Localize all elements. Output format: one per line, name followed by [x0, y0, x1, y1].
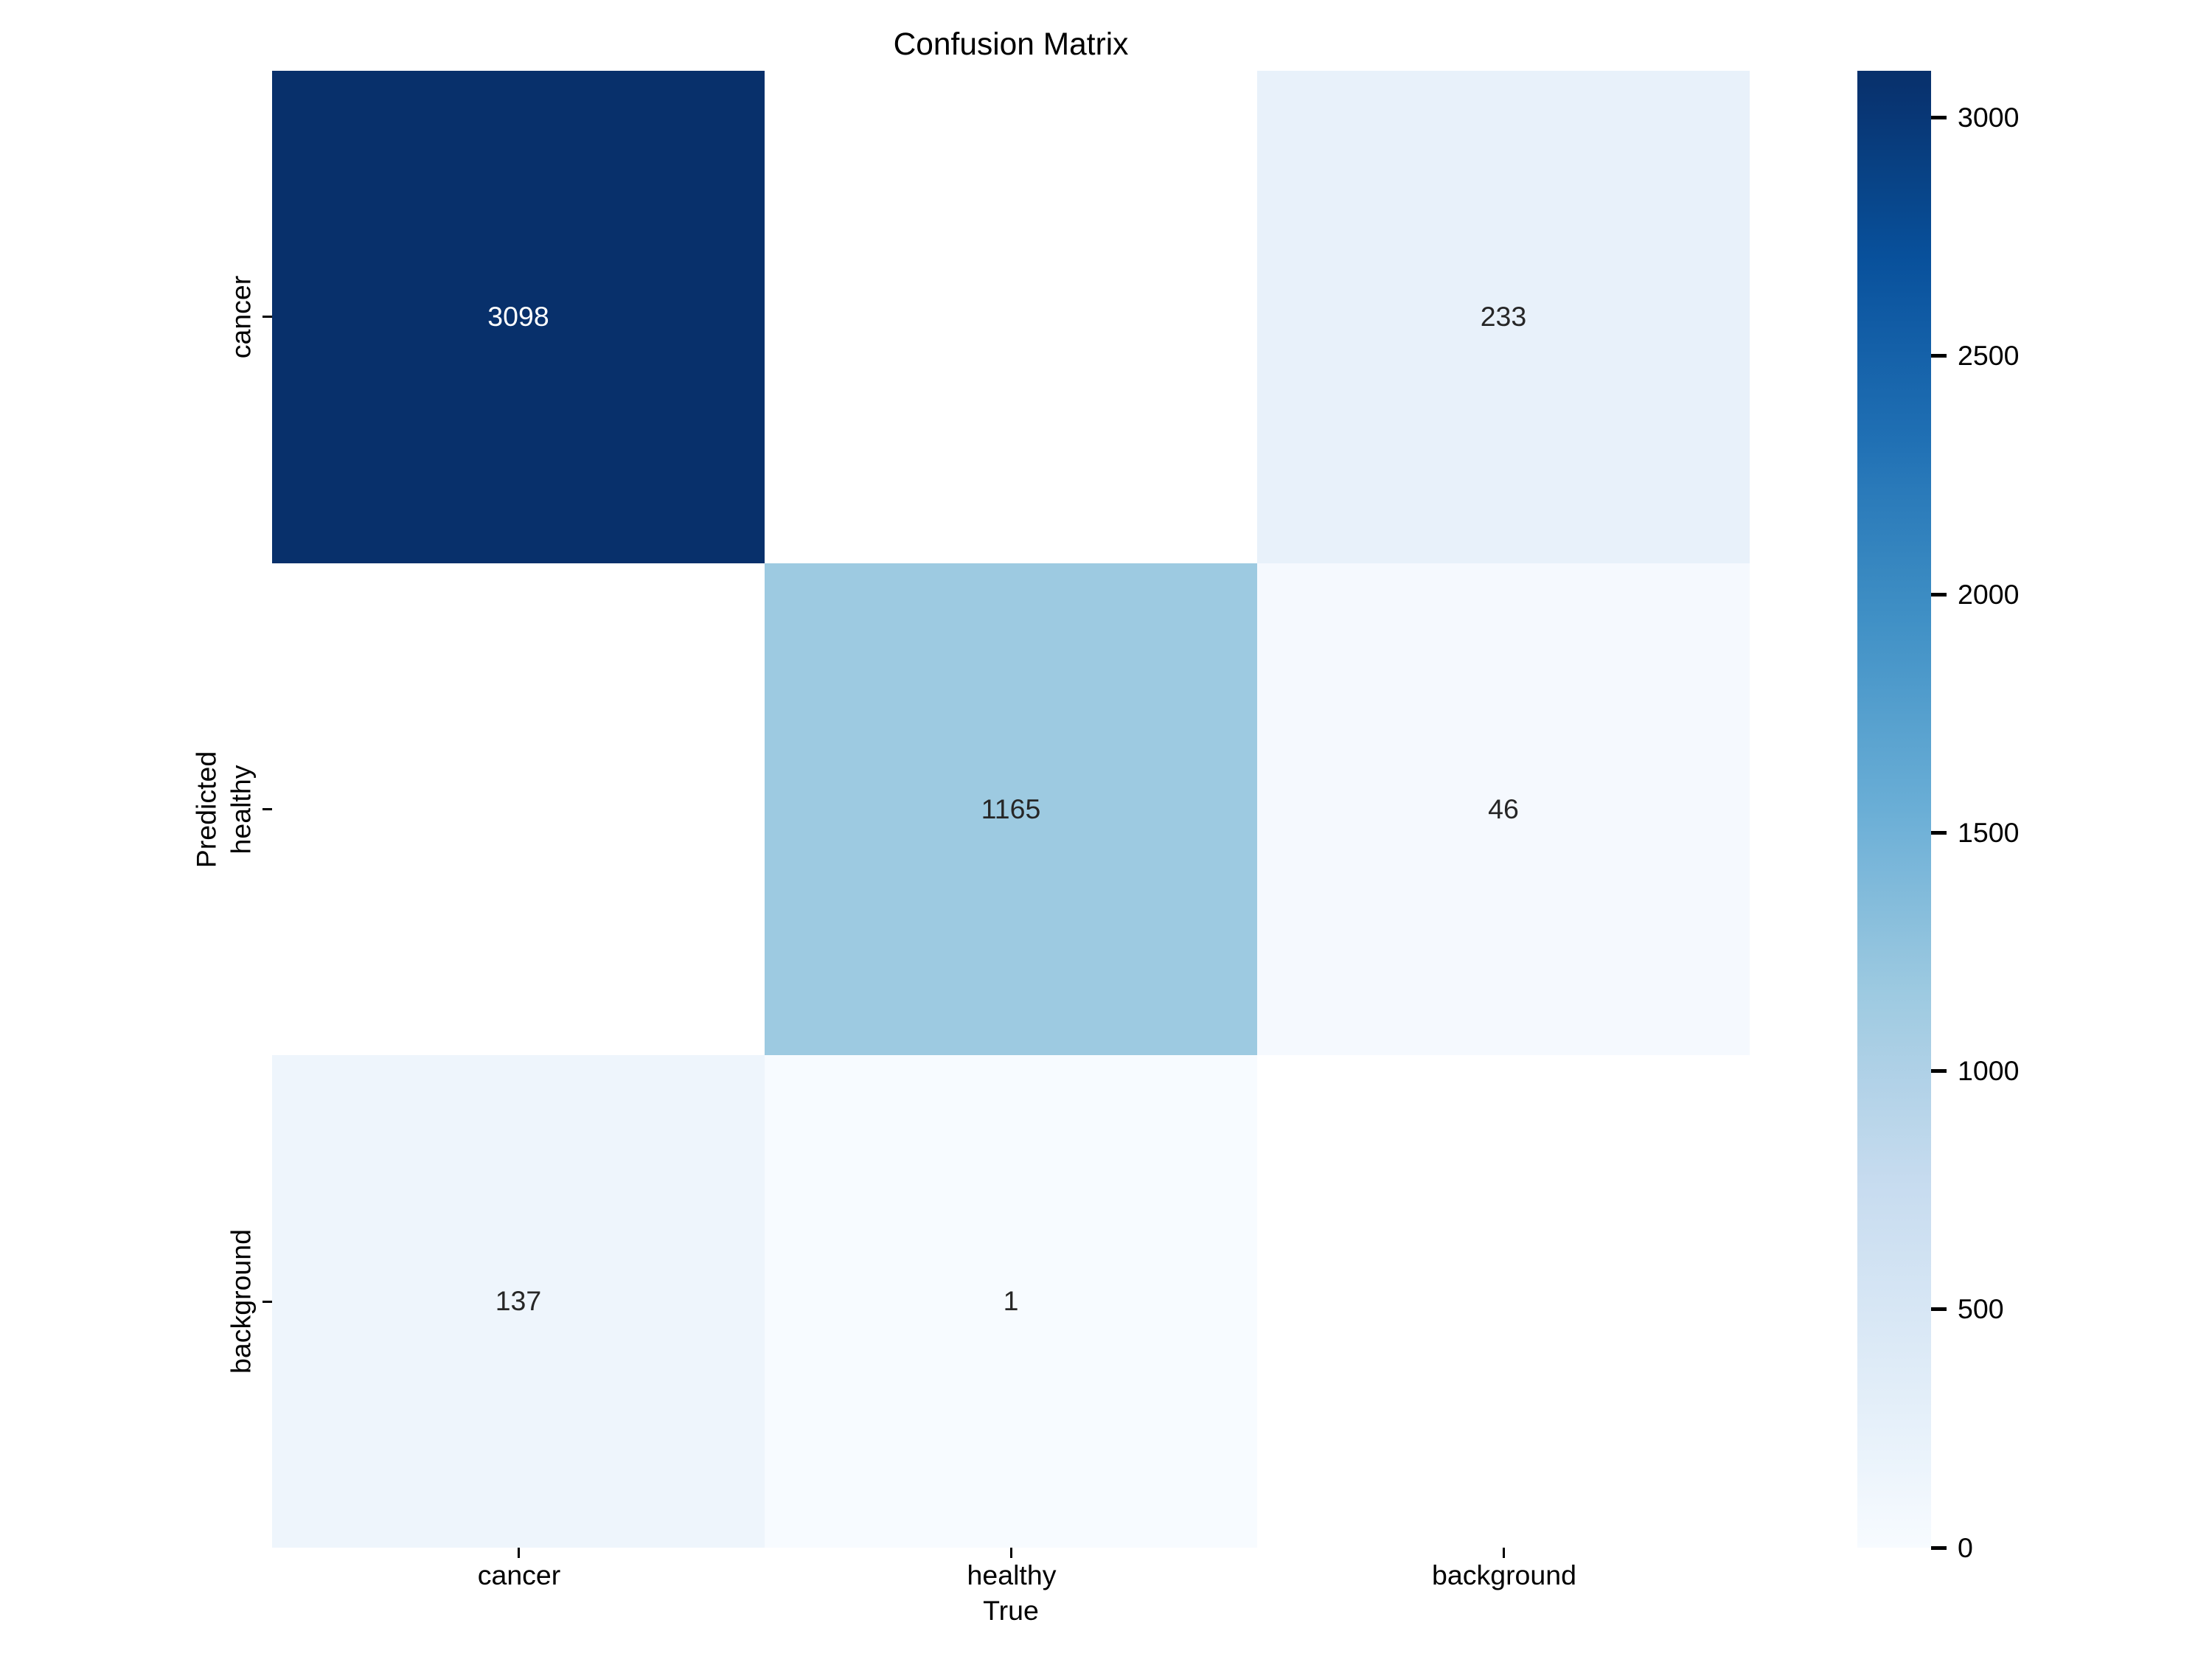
heatmap-cell-pred-background-true-healthy: 1: [765, 1055, 1257, 1548]
colorbar-tick-label-1000: 1000: [1958, 1055, 2020, 1086]
y-axis-tick-healthy: [262, 808, 272, 810]
cell-annotation: 233: [1480, 301, 1527, 333]
colorbar-tick-500: [1931, 1307, 1947, 1312]
cell-annotation: 1165: [981, 793, 1041, 824]
colorbar: [1857, 71, 1931, 1548]
y-tick-label-healthy: healthy: [225, 765, 257, 854]
heatmap: 3098 233 1165 46 137 1: [272, 71, 1750, 1548]
x-axis-tick-cancer: [517, 1548, 520, 1558]
colorbar-tick-label-500: 500: [1958, 1293, 2004, 1325]
colorbar-tick-0: [1931, 1545, 1947, 1550]
colorbar-tick-2500: [1931, 354, 1947, 358]
cell-annotation: 1: [1003, 1285, 1019, 1317]
colorbar-tick-label-0: 0: [1958, 1531, 1973, 1563]
heatmap-cell-pred-healthy-true-background: 46: [1257, 563, 1750, 1056]
y-tick-label-background: background: [225, 1229, 257, 1374]
y-axis-tick-background: [262, 1300, 272, 1303]
colorbar-tick-label-2500: 2500: [1958, 340, 2020, 372]
colorbar-tick-label-3000: 3000: [1958, 102, 2020, 133]
colorbar-tick-3000: [1931, 116, 1947, 120]
heatmap-cell-pred-background-true-cancer: 137: [272, 1055, 765, 1548]
cell-annotation: 137: [495, 1285, 542, 1317]
colorbar-tick-label-1500: 1500: [1958, 816, 2020, 848]
cell-annotation: 3098: [487, 301, 549, 333]
chart-title: Confusion Matrix: [893, 27, 1129, 62]
x-axis-tick-background: [1502, 1548, 1505, 1558]
x-tick-label-background: background: [1432, 1559, 1576, 1590]
x-axis-title: True: [983, 1595, 1039, 1626]
heatmap-cell-pred-cancer-true-cancer: 3098: [272, 71, 765, 563]
cell-annotation: 46: [1488, 793, 1519, 824]
colorbar-tick-1500: [1931, 830, 1947, 835]
colorbar-tick-label-2000: 2000: [1958, 578, 2020, 610]
heatmap-cell-pred-cancer-true-background: 233: [1257, 71, 1750, 563]
y-axis-title: Predicted: [190, 751, 222, 868]
x-tick-label-cancer: cancer: [477, 1559, 561, 1590]
y-tick-label-cancer: cancer: [225, 275, 257, 359]
colorbar-tick-2000: [1931, 592, 1947, 597]
colorbar-tick-1000: [1931, 1069, 1947, 1073]
x-tick-label-healthy: healthy: [967, 1559, 1057, 1590]
x-axis-tick-healthy: [1009, 1548, 1012, 1558]
y-axis-tick-cancer: [262, 316, 272, 319]
heatmap-cell-pred-healthy-true-healthy: 1165: [765, 563, 1257, 1056]
